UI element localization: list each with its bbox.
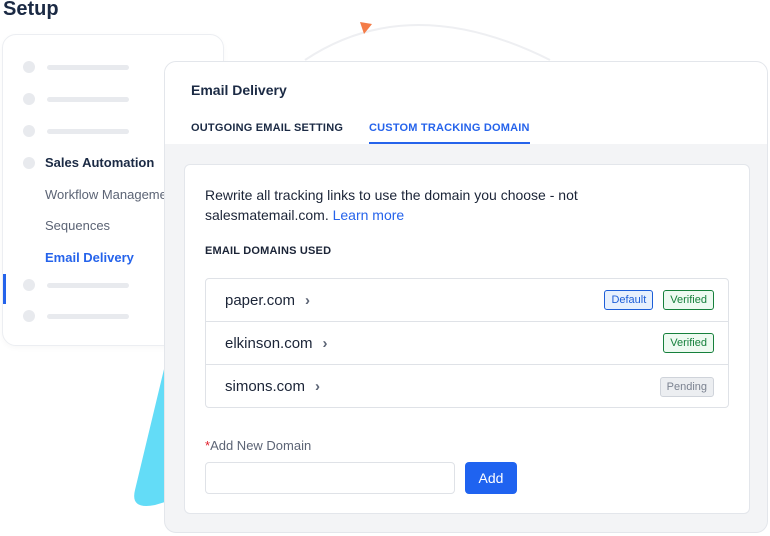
- description: Rewrite all tracking links to use the do…: [205, 185, 605, 225]
- domain-name: paper.com: [225, 291, 296, 309]
- domains-heading: EMAIL DOMAINS USED: [205, 245, 332, 257]
- sidebar-item-sequences[interactable]: Sequences: [45, 218, 111, 233]
- domain-list: paper.com › Default Verified elkinson.com ›…: [205, 278, 729, 408]
- placeholder-item: [23, 279, 129, 291]
- chevron-right-icon: ›: [322, 334, 328, 352]
- active-indicator: [3, 274, 6, 304]
- tracking-domain-card: Rewrite all tracking links to use the do…: [184, 164, 750, 514]
- domain-name: elkinson.com: [225, 334, 313, 352]
- domain-name: simons.com: [225, 378, 306, 395]
- chevron-right-icon: ›: [315, 378, 321, 395]
- domain-row[interactable]: paper.com › Default Verified: [206, 279, 728, 322]
- sidebar-section-sales-automation[interactable]: Sales Automation: [45, 155, 155, 170]
- new-domain-input[interactable]: [205, 462, 455, 494]
- section-dot: [23, 157, 35, 169]
- page-title: Setup: [3, 0, 59, 20]
- chevron-right-icon: ›: [305, 291, 311, 309]
- default-badge: Default: [604, 290, 654, 310]
- placeholder-item: [23, 61, 129, 73]
- tab-custom-tracking-domain[interactable]: CUSTOM TRACKING DOMAIN: [369, 122, 530, 144]
- sidebar-item-workflow-management[interactable]: Workflow Management: [45, 187, 178, 202]
- description-text: Rewrite all tracking links to use the do…: [205, 187, 578, 223]
- panel-title: Email Delivery: [191, 82, 287, 98]
- add-domain-label-text: Add New Domain: [210, 438, 312, 453]
- add-domain-label: *Add New Domain: [205, 438, 311, 453]
- placeholder-item: [23, 125, 129, 137]
- pending-badge: Pending: [659, 376, 714, 397]
- email-delivery-panel: Email Delivery OUTGOING EMAIL SETTING CU…: [164, 61, 768, 533]
- verified-badge: Verified: [663, 290, 714, 310]
- placeholder-item: [23, 93, 129, 105]
- sidebar-item-email-delivery[interactable]: Email Delivery: [45, 250, 134, 265]
- placeholder-item: [23, 310, 129, 322]
- verified-badge: Verified: [663, 333, 714, 353]
- tab-outgoing-email-setting[interactable]: OUTGOING EMAIL SETTING: [191, 122, 344, 134]
- add-domain-button[interactable]: Add: [465, 462, 517, 494]
- learn-more-link[interactable]: Learn more: [332, 207, 405, 223]
- domain-row[interactable]: elkinson.com › Verified: [206, 322, 728, 365]
- domain-row[interactable]: simons.com › Pending: [206, 365, 728, 408]
- required-mark: *: [205, 438, 211, 453]
